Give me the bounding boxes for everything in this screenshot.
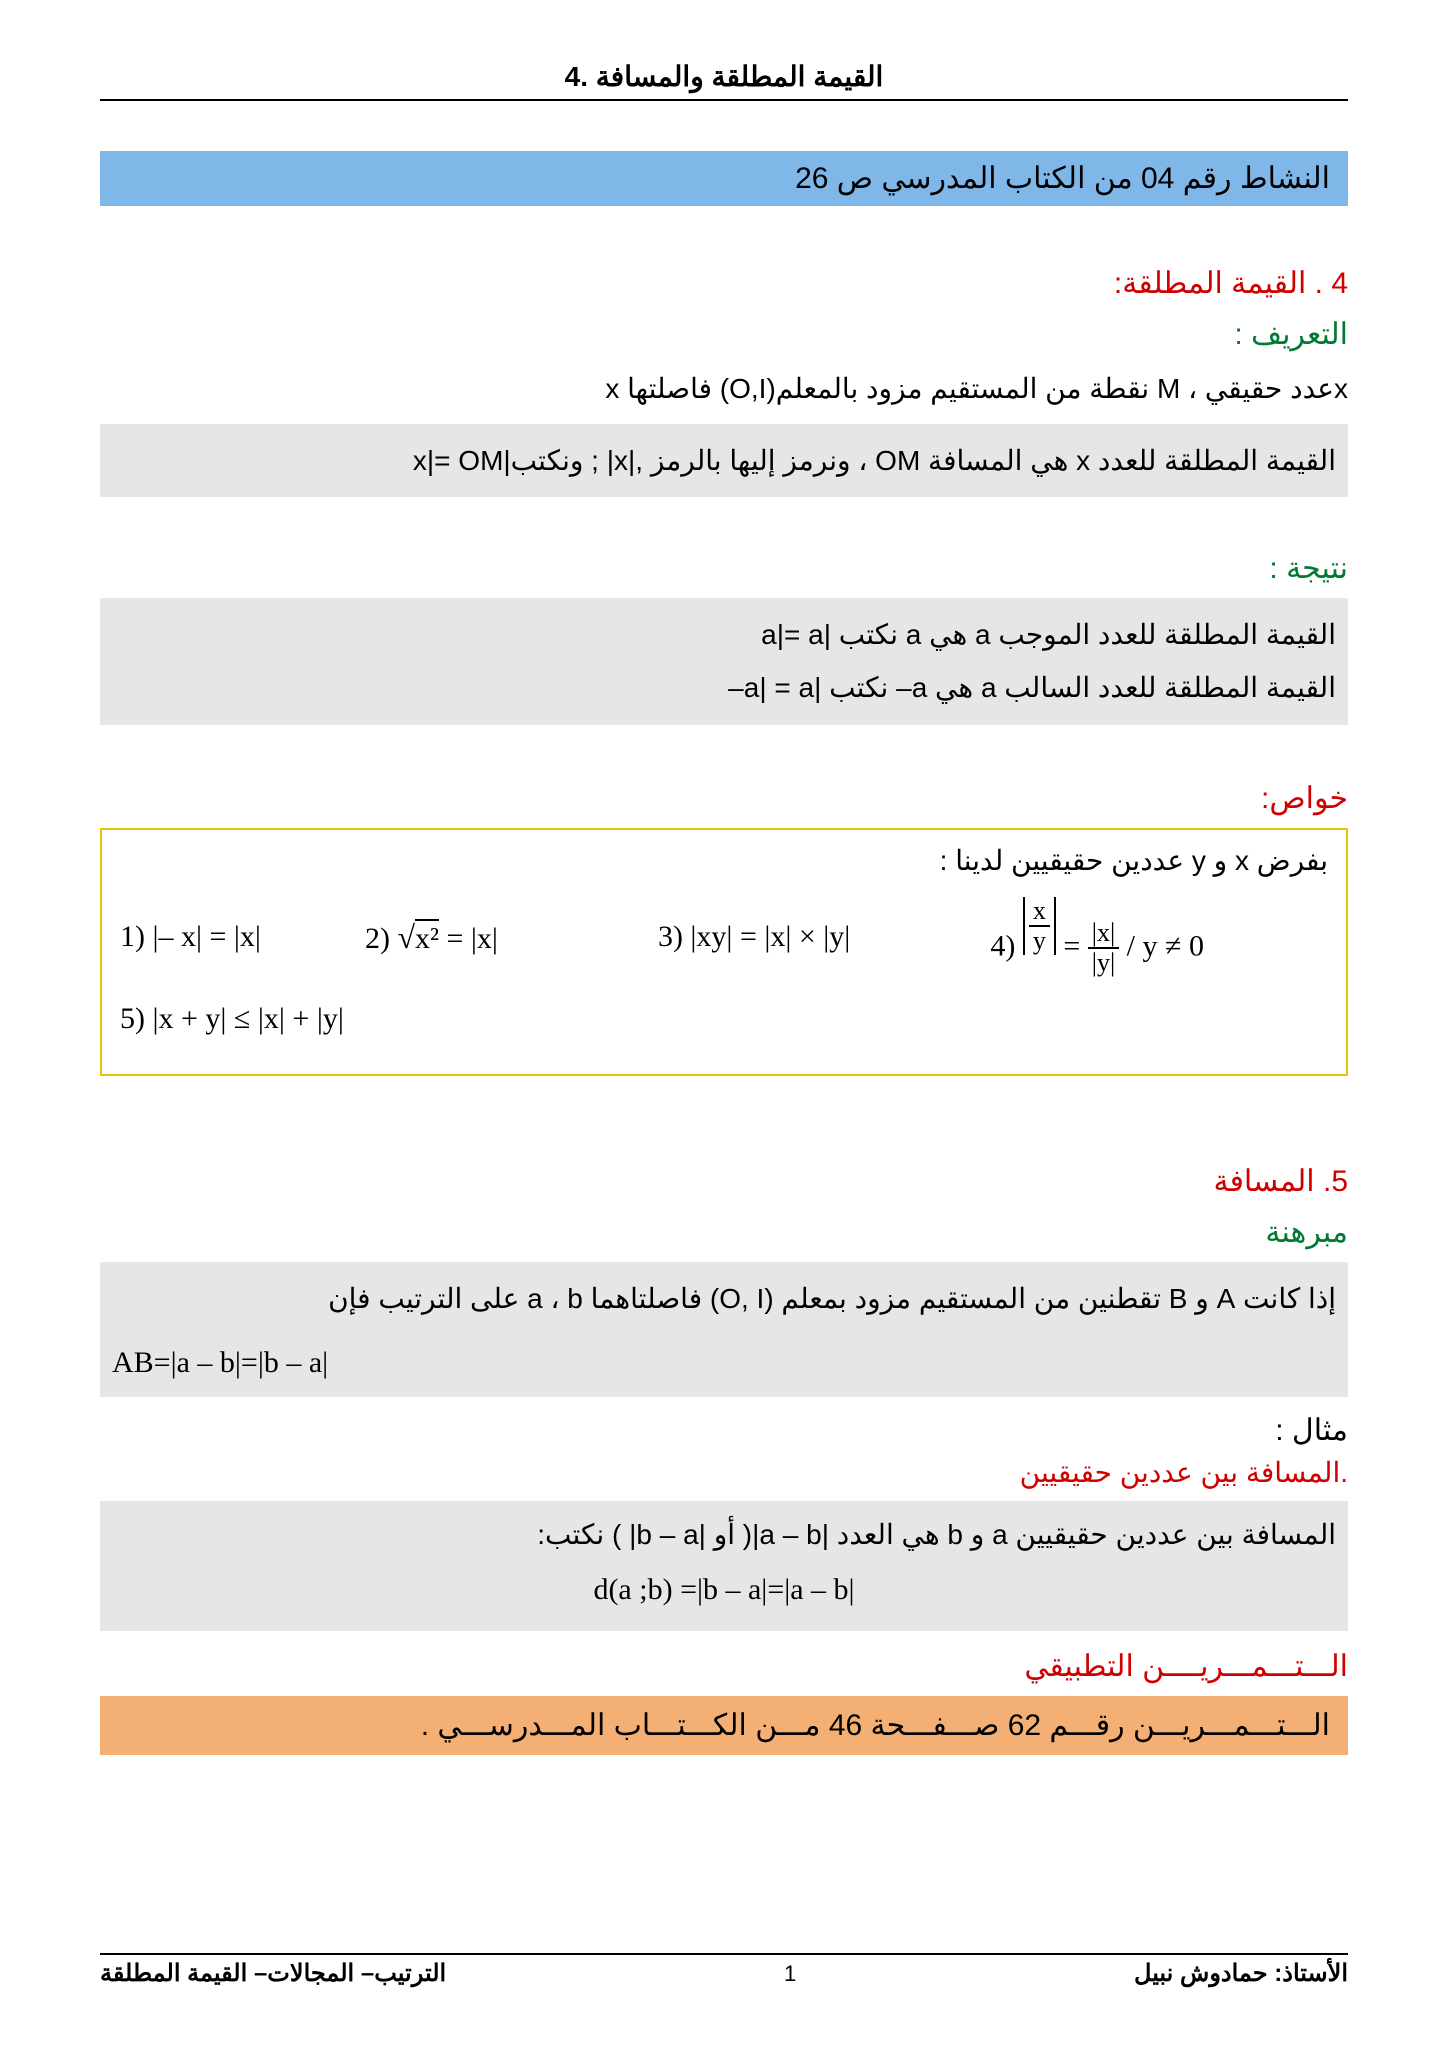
theorem-label: مبرهنة — [100, 1215, 1348, 1250]
definition-line-1: xعدد حقيقي ، M نقطة من المستقيم مزود بال… — [100, 364, 1348, 414]
prop-4-cond: / y ≠ 0 — [1127, 929, 1204, 962]
result-label: نتيجة : — [100, 551, 1348, 586]
properties-row-1: 1) |– x| = |x| 2) √x² = |x| 3) |xy| = |x… — [120, 897, 1328, 978]
properties-intro: بفرض x و y عددين حقيقيين لدينا : — [120, 844, 1328, 877]
prop-1: 1) |– x| = |x| — [120, 920, 261, 954]
prop-4-den-r: |y| — [1088, 949, 1119, 978]
footer-page-number: 1 — [784, 1961, 796, 1987]
prop-2-prefix: 2) — [365, 922, 398, 955]
result-line-2: القيمة المطلقة للعدد السالب a هي a– نكتب… — [112, 661, 1336, 714]
footer-right: الأستاذ: حمادوش نبيل — [1134, 1959, 1348, 1988]
prop-2-suffix: = |x| — [439, 922, 498, 955]
prop-4-prefix: 4) — [990, 929, 1023, 962]
prop-3: 3) |xy| = |x| × |y| — [658, 920, 850, 954]
definition-box: القيمة المطلقة للعدد x هي المسافة OM ، و… — [100, 424, 1348, 497]
prop-5: 5) |x + y| ≤ |x| + |y| — [120, 1002, 344, 1036]
distance-box-line-1: المسافة بين عددين حقيقيين a و b هي العدد… — [112, 1511, 1336, 1559]
activity-banner: النشاط رقم 04 من الكتاب المدرسي ص 26 — [100, 151, 1348, 206]
example-label: مثال : — [100, 1413, 1348, 1448]
exercise-label: الـــتـــمـــريــــن التطبيقي — [100, 1649, 1348, 1684]
result-box: القيمة المطلقة للعدد الموجب a هي a نكتب … — [100, 598, 1348, 724]
prop-4-num-r: |x| — [1088, 919, 1119, 950]
result-line-1: القيمة المطلقة للعدد الموجب a هي a نكتب … — [112, 608, 1336, 661]
properties-label: خواص: — [100, 781, 1348, 816]
footer-left: الترتيب– المجالات– القيمة المطلقة — [100, 1959, 446, 1988]
page-footer: الترتيب– المجالات– القيمة المطلقة 1 الأس… — [100, 1953, 1348, 1988]
page-header-title: 4. القيمة المطلقة والمسافة — [100, 60, 1348, 101]
prop-4-eq: = — [1063, 929, 1087, 962]
properties-row-2: 5) |x + y| ≤ |x| + |y| — [120, 1002, 1328, 1036]
theorem-box-line-1: إذا كانت A و B تقطنين من المستقيم مزود ب… — [100, 1262, 1348, 1329]
prop-2: 2) √x² = |x| — [365, 919, 498, 956]
prop-4-num-l: x — [1029, 897, 1050, 928]
distance-heading: .المسافة بين عددين حقيقيين — [100, 1456, 1348, 1489]
definition-label: التعريف : — [100, 317, 1348, 352]
prop-4-den-l: y — [1029, 927, 1050, 956]
prop-2-sqrt-arg: x² — [415, 919, 439, 955]
distance-formula: d(a ;b) =|b – a|=|a – b| — [112, 1565, 1336, 1615]
theorem-box-formula: AB=|a – b|=|b – a| — [100, 1329, 1348, 1397]
distance-box: المسافة بين عددين حقيقيين a و b هي العدد… — [100, 1501, 1348, 1631]
exercise-banner: الـــتـــمـــريـــن رقـــم 62 صـــفـــحة… — [100, 1696, 1348, 1755]
section-5-title: 5. المسافة — [100, 1164, 1348, 1199]
properties-box: بفرض x و y عددين حقيقيين لدينا : 1) |– x… — [100, 828, 1348, 1076]
prop-4: 4) x y = |x| |y| / y ≠ 0 — [990, 897, 1204, 978]
section-4-title: 4 . القيمة المطلقة: — [100, 266, 1348, 301]
